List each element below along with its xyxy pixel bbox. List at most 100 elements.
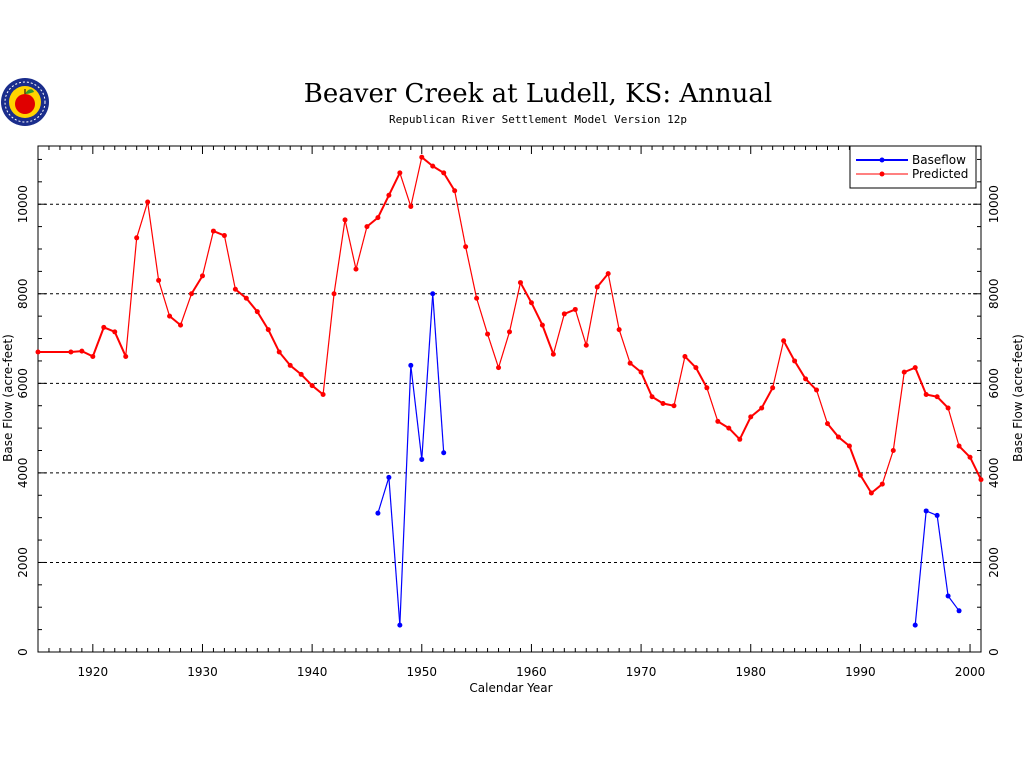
data-point-predicted (134, 235, 140, 241)
data-point-predicted (517, 280, 523, 286)
data-point-baseflow (934, 512, 940, 518)
series-line-baseflow (399, 365, 412, 626)
y-tick-label-left: 8000 (16, 278, 30, 309)
chart-title: Beaver Creek at Ludell, KS: Annual (304, 79, 772, 109)
data-point-predicted (353, 266, 359, 272)
x-tick-label: 1920 (78, 665, 109, 679)
series-line-predicted (793, 360, 807, 380)
data-point-predicted (857, 472, 863, 478)
legend-marker-baseflow (879, 157, 885, 163)
series-line-predicted (936, 396, 949, 409)
y-tick-label-right: 8000 (987, 278, 1001, 309)
series-line-predicted (344, 219, 357, 270)
data-point-predicted (199, 273, 205, 279)
series-line-predicted (179, 293, 193, 326)
series-line-predicted (728, 427, 741, 441)
series-line-predicted (147, 201, 160, 281)
legend-label-predicted: Predicted (912, 167, 968, 181)
data-point-predicted (496, 365, 502, 371)
data-point-predicted (101, 324, 107, 330)
series-line-predicted (760, 387, 774, 409)
series-line-predicted (125, 237, 138, 357)
series-line-predicted (947, 407, 960, 447)
series-line-predicted (618, 329, 631, 364)
data-point-predicted (287, 362, 293, 368)
data-point-predicted (210, 228, 216, 234)
data-point-baseflow (923, 508, 929, 514)
data-point-predicted (638, 369, 644, 375)
data-point-predicted (671, 403, 677, 409)
data-point-predicted (737, 436, 743, 442)
series-line-predicted (508, 282, 522, 332)
series-line-predicted (387, 172, 401, 196)
y-tick-label-right: 2000 (987, 547, 1001, 578)
data-point-predicted (693, 365, 699, 371)
data-point-predicted (660, 400, 666, 406)
data-point-predicted (594, 284, 600, 290)
data-point-baseflow (397, 622, 403, 628)
x-tick-label: 1970 (626, 665, 657, 679)
data-point-predicted (616, 327, 622, 333)
data-point-predicted (430, 163, 436, 169)
series-line-predicted (476, 298, 489, 335)
x-tick-label: 1930 (187, 665, 218, 679)
series-baseflow (375, 291, 962, 628)
data-point-predicted (452, 188, 458, 194)
data-point-predicted (945, 405, 951, 411)
data-point-predicted (167, 313, 173, 319)
series-line-predicted (574, 309, 587, 346)
legend: Baseflow Predicted (849, 145, 977, 189)
data-point-predicted (770, 385, 776, 391)
data-series (35, 154, 984, 628)
data-point-predicted (572, 306, 578, 312)
data-point-baseflow (430, 291, 436, 297)
series-line-predicted (91, 327, 105, 357)
series-line-baseflow (914, 510, 927, 626)
y-axis-label-left: Base Flow (acre-feet) (1, 334, 15, 462)
y-tick-label-left: 4000 (16, 458, 30, 489)
series-line-predicted (278, 351, 291, 367)
data-point-predicted (934, 394, 940, 400)
data-point-predicted (243, 295, 249, 301)
legend-marker-predicted (879, 171, 885, 177)
series-line-predicted (541, 324, 555, 355)
data-point-predicted (561, 311, 567, 317)
series-line-predicted (223, 235, 236, 290)
series-line-predicted (684, 355, 697, 369)
data-point-predicted (474, 295, 480, 301)
data-point-predicted (605, 271, 611, 277)
data-point-baseflow (375, 510, 381, 516)
data-point-predicted (145, 199, 151, 205)
series-line-predicted (136, 201, 149, 238)
data-point-predicted (781, 338, 787, 344)
series-line-predicted (552, 313, 565, 355)
series-line-predicted (442, 172, 456, 192)
y-tick-label-left: 0 (16, 648, 30, 656)
series-line-baseflow (432, 293, 445, 453)
data-point-baseflow (386, 474, 392, 480)
x-axis-label: Calendar Year (469, 681, 552, 695)
y-tick-label-left: 10000 (16, 185, 30, 223)
series-line-predicted (486, 333, 500, 368)
x-tick-label: 1990 (845, 665, 876, 679)
data-point-predicted (649, 394, 655, 400)
data-point-predicted (90, 353, 96, 359)
data-point-predicted (375, 215, 381, 221)
x-tick-label: 2000 (955, 665, 986, 679)
series-line-predicted (673, 356, 686, 406)
data-point-predicted (923, 392, 929, 398)
data-point-predicted (901, 369, 907, 375)
data-point-predicted (123, 353, 129, 359)
data-point-predicted (956, 443, 962, 449)
series-line-predicted (607, 273, 620, 330)
data-point-predicted (824, 421, 830, 427)
series-line-predicted (695, 367, 708, 389)
x-tick-label: 1980 (735, 665, 766, 679)
data-point-predicted (978, 477, 984, 483)
y-tick-label-right: 0 (987, 648, 1001, 656)
series-line-predicted (585, 286, 598, 346)
data-point-predicted (221, 233, 227, 239)
series-line-baseflow (421, 293, 434, 460)
data-point-predicted (364, 224, 370, 230)
